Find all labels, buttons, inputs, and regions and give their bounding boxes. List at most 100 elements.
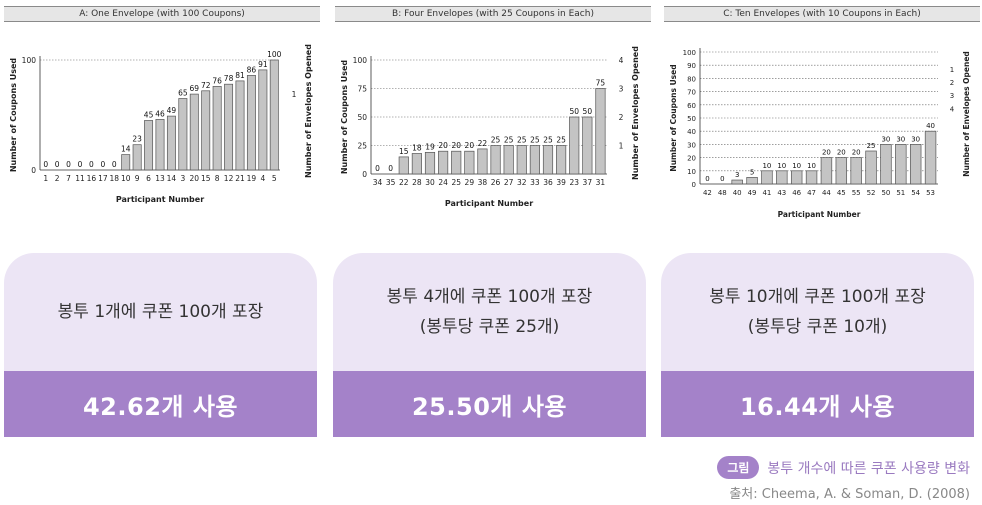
y-tick-label: 90 [687,62,696,70]
data-label: 49 [167,106,177,115]
bar [835,157,848,185]
data-label: 23 [132,135,142,144]
x-tick-label: 29 [465,178,475,187]
x-tick-label: 31 [596,178,606,187]
data-label: 76 [212,76,222,85]
card-description: 봉투 1개에 쿠폰 100개 포장 [4,253,317,371]
x-tick-label: 22 [399,178,409,187]
bar [201,90,211,171]
x-tick-label: 33 [530,178,540,187]
y-tick-label: 50 [687,115,696,123]
x-tick-label: 51 [896,189,905,197]
x-tick-label: 23 [569,178,579,187]
bar [144,120,154,171]
x-tick-label: 38 [478,178,488,187]
data-label: 0 [705,175,709,183]
card-description: 봉투 10개에 쿠폰 100개 포장 (봉투당 쿠폰 10개) [661,253,974,371]
chart-panel-b: B: Four Envelopes (with 25 Coupons in Ea… [335,6,651,236]
x-tick-label: 47 [807,189,816,197]
bar [790,170,803,185]
bar [895,144,907,185]
y2-tick-label: 2 [950,79,954,87]
x-tick-label: 24 [438,178,448,187]
data-label: 75 [596,79,606,88]
y-tick-label: 75 [357,85,367,94]
x-tick-label: 20 [190,174,200,183]
data-label: 46 [155,109,165,118]
chart-title: B: Four Envelopes (with 25 Coupons in Ea… [335,6,651,22]
x-axis-title: Participant Number [778,210,861,219]
y2-tick-label: 4 [950,105,955,113]
x-tick-label: 10 [121,174,131,183]
card-line-1: 봉투 4개에 쿠폰 100개 포장 [386,287,593,307]
x-tick-label: 50 [881,189,890,197]
data-label: 25 [504,136,514,145]
x-tick-label: 42 [703,189,712,197]
data-label: 15 [399,147,409,156]
figure-badge: 그림 [717,456,760,479]
x-tick-label: 46 [792,189,801,197]
bar [424,151,436,175]
bar [178,98,188,171]
y2-axis-title: Number of Envelopes Opened [631,46,640,180]
bar [582,116,593,175]
data-label: 81 [235,71,245,80]
data-label: 10 [777,162,786,170]
summary-card-ten-envelopes: 봉투 10개에 쿠폰 100개 포장 (봉투당 쿠폰 10개) 16.44개 사… [661,253,974,437]
y-tick-label: 80 [687,75,696,83]
bar [503,145,514,175]
x-tick-label: 18 [110,174,120,183]
x-tick-label: 43 [777,189,786,197]
bar [880,144,892,185]
y2-tick-label: 1 [292,90,297,99]
x-tick-label: 25 [451,178,461,187]
x-tick-label: 3 [180,174,185,183]
data-label: 25 [530,136,540,145]
bar [569,116,580,175]
data-label: 0 [78,160,83,169]
data-label: 0 [43,160,48,169]
data-label: 25 [867,142,876,150]
bar [529,145,540,175]
y-tick-label: 100 [353,56,368,65]
card-line-1: 봉투 10개에 쿠폰 100개 포장 [709,287,926,307]
bar [212,86,222,171]
y-tick-label: 100 [22,56,37,65]
bar [224,83,234,171]
bar [155,119,165,171]
x-tick-label: 39 [556,178,566,187]
bar [820,157,833,185]
x-tick-label: 14 [167,174,177,183]
bar [235,80,245,171]
data-label: 0 [66,160,71,169]
x-tick-label: 48 [718,189,727,197]
caption-text: 봉투 개수에 따른 쿠폰 사용량 변화 [767,460,970,477]
card-result: 25.50개 사용 [333,371,646,437]
y-axis-title: Number of Coupons Used [9,58,18,173]
bar [542,145,554,175]
data-label: 10 [792,162,801,170]
bar [398,156,409,175]
x-tick-label: 49 [748,189,757,197]
data-label: 0 [55,160,60,169]
bar [121,154,131,171]
y-tick-label: 50 [357,113,367,122]
x-axis-title: Participant Number [116,195,204,204]
x-tick-label: 35 [386,178,396,187]
chart-title: C: Ten Envelopes (with 10 Coupons in Eac… [664,6,980,22]
data-label: 25 [491,136,501,145]
bar [731,179,743,185]
data-label: 86 [247,65,257,74]
bar [451,150,462,175]
data-label: 20 [465,141,475,150]
x-tick-label: 2 [55,174,60,183]
x-tick-label: 26 [491,178,501,187]
card-description: 봉투 4개에 쿠폰 100개 포장 (봉투당 쿠폰 25개) [333,253,646,371]
bar [477,148,488,175]
bar [924,130,937,185]
x-tick-label: 8 [215,174,220,183]
card-result: 42.62개 사용 [4,371,317,437]
bar [166,115,176,171]
chart-a: 0100010207011016017018141023945646134914… [9,44,313,204]
y2-axis-title: Number of Envelopes Opened [962,51,971,177]
